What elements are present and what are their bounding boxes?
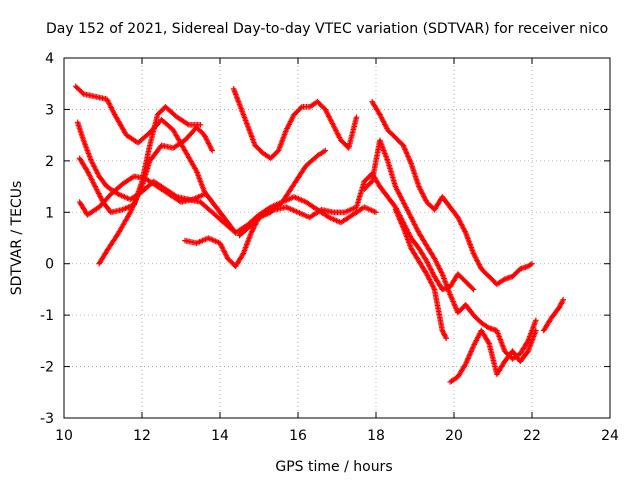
data-point bbox=[556, 304, 563, 311]
data-layer bbox=[72, 83, 566, 385]
data-point bbox=[558, 300, 565, 307]
y-tick-label: 4 bbox=[45, 51, 54, 67]
series-track-13 bbox=[540, 296, 566, 334]
data-point bbox=[442, 334, 449, 340]
data-point bbox=[184, 121, 191, 127]
data-point bbox=[557, 302, 564, 308]
plot-frame bbox=[63, 57, 611, 419]
data-point bbox=[209, 147, 215, 154]
series-track-5 bbox=[76, 104, 204, 216]
x-tick-label: 24 bbox=[601, 428, 619, 444]
data-point bbox=[373, 209, 379, 216]
data-point bbox=[439, 327, 446, 334]
data-point bbox=[529, 260, 535, 267]
data-point bbox=[201, 191, 208, 198]
y-axis-title: SDTVAR / TECUs bbox=[9, 181, 25, 296]
y-tick-label: 0 bbox=[45, 257, 54, 273]
x-tick-label: 14 bbox=[211, 428, 229, 444]
data-point bbox=[533, 317, 539, 324]
data-point bbox=[443, 335, 449, 342]
data-point bbox=[559, 299, 565, 306]
data-point bbox=[559, 298, 566, 304]
x-tick-label: 18 bbox=[367, 428, 385, 444]
data-point bbox=[442, 332, 448, 339]
data-point bbox=[441, 331, 448, 338]
data-point bbox=[527, 261, 534, 268]
x-tick-label: 16 bbox=[289, 428, 307, 444]
data-point bbox=[557, 303, 563, 309]
data-point bbox=[353, 114, 360, 120]
data-point bbox=[321, 148, 327, 155]
y-tick-label: 2 bbox=[45, 154, 54, 170]
data-point bbox=[297, 105, 304, 111]
y-tick-label: -1 bbox=[40, 308, 54, 324]
y-tick-label: 3 bbox=[45, 102, 54, 118]
data-point bbox=[322, 147, 329, 154]
series-track-6 bbox=[182, 147, 329, 270]
data-point bbox=[197, 122, 204, 128]
x-axis-title: GPS time / hours bbox=[275, 459, 392, 475]
tick-layer bbox=[63, 57, 611, 419]
data-point bbox=[485, 324, 491, 330]
x-tick-label: 20 bbox=[445, 428, 463, 444]
series-track-12 bbox=[447, 327, 539, 385]
y-tick-label: -3 bbox=[40, 411, 54, 427]
x-tick-label: 12 bbox=[133, 428, 151, 444]
series-track-9 bbox=[369, 98, 535, 288]
x-tick-label: 22 bbox=[523, 428, 541, 444]
y-tick-label: -2 bbox=[40, 360, 54, 376]
data-point bbox=[440, 329, 446, 335]
y-tick-label: 1 bbox=[45, 205, 54, 221]
data-point bbox=[440, 330, 447, 336]
series-track-10 bbox=[361, 137, 539, 362]
series-track-7 bbox=[230, 86, 360, 162]
data-point bbox=[500, 277, 507, 283]
grid-layer bbox=[64, 58, 610, 418]
chart-title: Day 152 of 2021, Sidereal Day-to-day VTE… bbox=[46, 21, 608, 37]
x-tick-label: 10 bbox=[55, 428, 73, 444]
data-point bbox=[470, 286, 477, 293]
data-point bbox=[469, 285, 476, 292]
data-point bbox=[485, 339, 492, 345]
series-track-11 bbox=[392, 206, 449, 342]
data-point bbox=[533, 327, 539, 334]
data-point bbox=[560, 296, 566, 303]
